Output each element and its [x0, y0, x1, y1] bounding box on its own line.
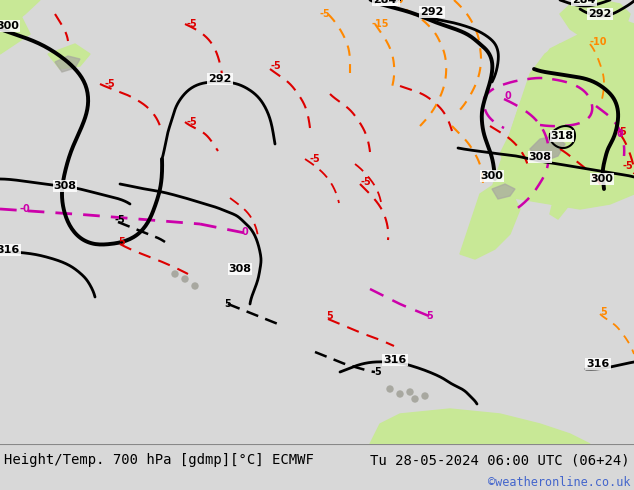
Text: 5: 5 — [600, 307, 607, 317]
Polygon shape — [530, 136, 565, 162]
Text: 5: 5 — [119, 237, 126, 247]
Text: -5: -5 — [361, 177, 372, 187]
Polygon shape — [370, 409, 590, 444]
Circle shape — [407, 389, 413, 395]
Text: -10: -10 — [386, 0, 404, 5]
Polygon shape — [550, 164, 575, 219]
Text: -5: -5 — [186, 19, 197, 29]
Circle shape — [192, 283, 198, 289]
Text: 308: 308 — [228, 264, 252, 274]
Polygon shape — [460, 184, 520, 259]
Polygon shape — [570, 64, 590, 89]
Text: 292: 292 — [209, 74, 231, 84]
Text: 308: 308 — [529, 152, 552, 162]
Text: 0: 0 — [505, 91, 512, 101]
Text: -5: -5 — [186, 117, 197, 127]
Text: 292: 292 — [588, 9, 612, 19]
Text: Height/Temp. 700 hPa [gdmp][°C] ECMWF: Height/Temp. 700 hPa [gdmp][°C] ECMWF — [4, 453, 314, 467]
Polygon shape — [540, 44, 570, 76]
Text: 292: 292 — [420, 7, 444, 17]
Text: 5: 5 — [375, 367, 382, 377]
Text: 316: 316 — [0, 245, 20, 255]
Text: -5: -5 — [115, 215, 126, 225]
Text: -5: -5 — [309, 154, 320, 164]
Circle shape — [571, 108, 579, 116]
Text: -5: -5 — [623, 161, 633, 171]
Text: ©weatheronline.co.uk: ©weatheronline.co.uk — [488, 475, 630, 489]
Text: 316: 316 — [586, 359, 610, 369]
Text: 316: 316 — [384, 355, 406, 365]
Text: -5: -5 — [617, 127, 628, 137]
Text: 300: 300 — [377, 0, 399, 5]
Text: 0: 0 — [242, 227, 249, 237]
Circle shape — [397, 391, 403, 397]
Circle shape — [412, 396, 418, 402]
Text: -5: -5 — [105, 79, 115, 89]
Circle shape — [182, 276, 188, 282]
Polygon shape — [48, 44, 90, 69]
Text: -5: -5 — [271, 61, 281, 71]
Text: -15: -15 — [372, 19, 389, 29]
Text: 5: 5 — [327, 311, 333, 321]
Text: -5: -5 — [320, 9, 330, 19]
Polygon shape — [55, 56, 80, 72]
Text: 5: 5 — [427, 311, 434, 321]
Text: 284: 284 — [373, 0, 397, 5]
Polygon shape — [492, 184, 515, 199]
Text: 308: 308 — [53, 181, 77, 191]
Text: 0: 0 — [617, 129, 623, 139]
Text: Tu 28-05-2024 06:00 UTC (06+24): Tu 28-05-2024 06:00 UTC (06+24) — [370, 453, 630, 467]
Text: 318: 318 — [550, 131, 574, 141]
Circle shape — [422, 393, 428, 399]
Polygon shape — [500, 84, 550, 169]
Text: 284: 284 — [573, 0, 596, 5]
Polygon shape — [0, 0, 30, 54]
Text: 300: 300 — [481, 171, 503, 181]
Polygon shape — [490, 19, 634, 209]
Text: -10: -10 — [589, 37, 607, 47]
Circle shape — [172, 271, 178, 277]
Text: 300: 300 — [590, 174, 614, 184]
Circle shape — [599, 73, 611, 85]
Polygon shape — [560, 0, 630, 49]
Text: -0: -0 — [20, 204, 30, 214]
Polygon shape — [590, 49, 620, 94]
Circle shape — [575, 99, 585, 109]
Text: 5: 5 — [224, 299, 231, 309]
Text: 300: 300 — [0, 21, 20, 31]
Circle shape — [387, 386, 393, 392]
Polygon shape — [0, 0, 40, 34]
